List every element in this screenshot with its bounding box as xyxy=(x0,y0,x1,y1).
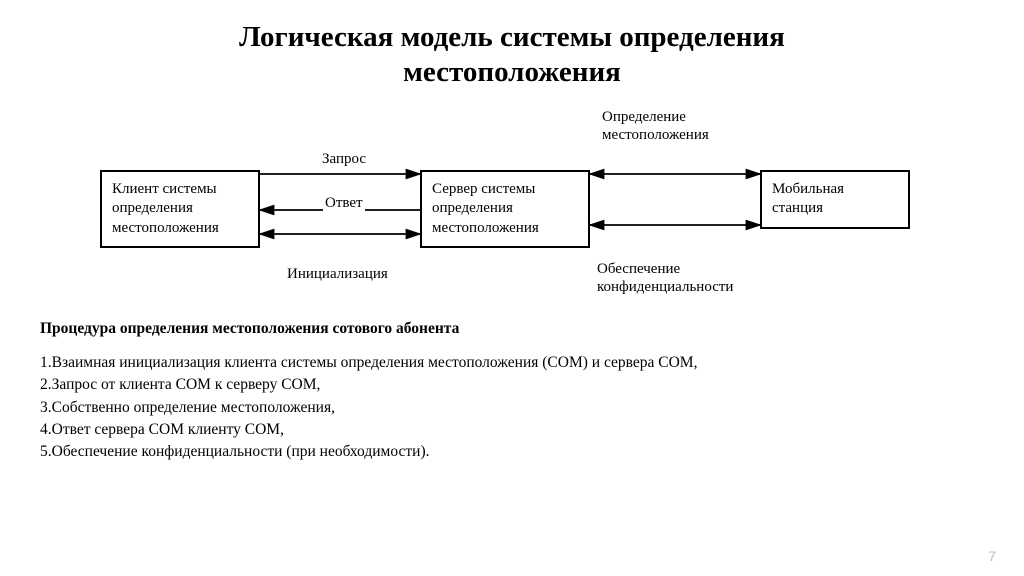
list-item: 3.Собственно определение местоположения, xyxy=(40,397,984,419)
node-server-l2: определения xyxy=(432,200,513,216)
page-number: 7 xyxy=(988,548,996,564)
list-item: 1.Взаимная инициализация клиента системы… xyxy=(40,352,984,374)
node-client-l3: местоположения xyxy=(112,220,219,236)
edge-label-privacy-l1: Обеспечение xyxy=(597,261,680,277)
list-item: 4.Ответ сервера СОМ клиенту СОМ, xyxy=(40,419,984,441)
edge-label-response: Ответ xyxy=(323,194,365,212)
node-mobile-l2: станция xyxy=(772,200,823,216)
edge-label-locate-l1: Определение xyxy=(602,109,686,125)
edge-label-init: Инициализация xyxy=(285,265,390,283)
node-server: Сервер системы определения местоположени… xyxy=(420,170,590,249)
procedure-list: 1.Взаимная инициализация клиента системы… xyxy=(40,352,984,464)
edge-label-locate-l2: местоположения xyxy=(602,127,709,143)
node-mobile: Мобильная станция xyxy=(760,170,910,229)
node-client-l2: определения xyxy=(112,200,193,216)
title-line-2: местоположения xyxy=(403,56,621,88)
list-item: 2.Запрос от клиента СОМ к серверу СОМ, xyxy=(40,374,984,396)
title-line-1: Логическая модель системы определения xyxy=(239,21,785,53)
node-client-l1: Клиент системы xyxy=(112,181,217,197)
edge-label-locate: Определение местоположения xyxy=(600,108,711,144)
flow-diagram: Клиент системы определения местоположени… xyxy=(40,100,984,300)
edge-label-privacy: Обеспечение конфиденциальности xyxy=(595,260,735,296)
node-server-l1: Сервер системы xyxy=(432,181,535,197)
node-server-l3: местоположения xyxy=(432,220,539,236)
edge-label-request: Запрос xyxy=(320,150,368,168)
slide-title: Логическая модель системы определения ме… xyxy=(40,20,984,90)
edge-label-privacy-l2: конфиденциальности xyxy=(597,279,733,295)
node-mobile-l1: Мобильная xyxy=(772,181,844,197)
list-item: 5.Обеспечение конфиденциальности (при не… xyxy=(40,441,984,463)
node-client: Клиент системы определения местоположени… xyxy=(100,170,260,249)
procedure-subtitle: Процедура определения местоположения сот… xyxy=(40,320,984,338)
